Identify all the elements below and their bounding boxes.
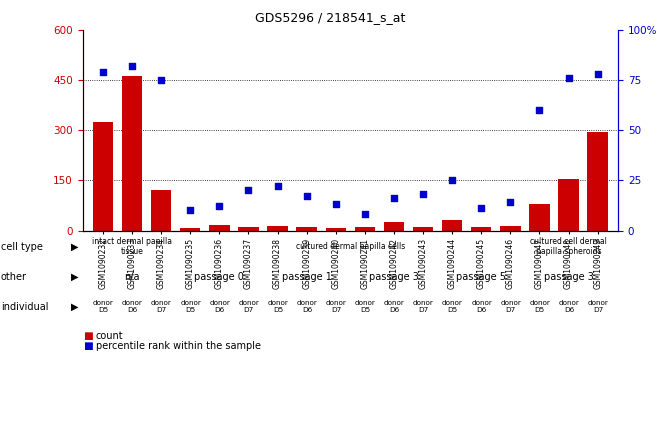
Text: passage 3: passage 3 — [369, 272, 419, 282]
Text: donor
D7: donor D7 — [588, 300, 608, 313]
Text: other: other — [1, 272, 26, 282]
Bar — [588, 132, 608, 231]
Bar — [151, 190, 171, 231]
Text: individual: individual — [1, 302, 48, 312]
Text: donor
D6: donor D6 — [384, 300, 405, 313]
Point — [418, 191, 428, 198]
Text: donor
D6: donor D6 — [471, 300, 492, 313]
Text: ▶: ▶ — [71, 302, 79, 312]
Point — [534, 107, 545, 113]
Text: donor
D7: donor D7 — [151, 300, 172, 313]
Text: cultured cell dermal
papilla spheroids: cultured cell dermal papilla spheroids — [530, 237, 607, 256]
Point — [389, 195, 399, 202]
Text: donor
D5: donor D5 — [442, 300, 463, 313]
Text: count: count — [96, 331, 124, 341]
Point — [185, 207, 196, 214]
Bar — [384, 222, 404, 231]
Text: donor
D6: donor D6 — [210, 300, 230, 313]
Point — [360, 211, 370, 218]
Point — [476, 205, 486, 212]
Text: donor
D5: donor D5 — [355, 300, 375, 313]
Point — [272, 183, 283, 190]
Bar — [471, 227, 492, 231]
Text: percentile rank within the sample: percentile rank within the sample — [96, 341, 261, 351]
Point — [243, 187, 254, 194]
Bar — [297, 227, 317, 231]
Bar — [442, 220, 462, 231]
Bar — [559, 179, 579, 231]
Bar — [93, 122, 113, 231]
Bar — [529, 204, 550, 231]
Point — [563, 74, 574, 81]
Text: donor
D7: donor D7 — [413, 300, 434, 313]
Point — [98, 69, 108, 75]
Bar — [326, 228, 346, 231]
Text: donor
D7: donor D7 — [326, 300, 346, 313]
Text: donor
D6: donor D6 — [297, 300, 317, 313]
Text: donor
D6: donor D6 — [559, 300, 579, 313]
Text: cell type: cell type — [1, 242, 42, 252]
Text: passage 0: passage 0 — [194, 272, 245, 282]
Text: donor
D6: donor D6 — [122, 300, 143, 313]
Bar — [355, 227, 375, 231]
Text: ▶: ▶ — [71, 272, 79, 282]
Point — [156, 77, 167, 83]
Text: donor
D5: donor D5 — [180, 300, 201, 313]
Text: GDS5296 / 218541_s_at: GDS5296 / 218541_s_at — [255, 11, 406, 24]
Text: donor
D5: donor D5 — [268, 300, 288, 313]
Point — [447, 177, 457, 184]
Text: donor
D5: donor D5 — [93, 300, 114, 313]
Bar — [413, 227, 433, 231]
Text: passage 1: passage 1 — [282, 272, 332, 282]
Bar — [239, 227, 258, 231]
Point — [330, 201, 341, 208]
Bar — [500, 225, 521, 231]
Text: passage 3: passage 3 — [543, 272, 594, 282]
Text: donor
D7: donor D7 — [500, 300, 521, 313]
Bar — [122, 77, 142, 231]
Point — [301, 193, 312, 200]
Point — [214, 203, 225, 210]
Text: ■: ■ — [83, 331, 93, 341]
Point — [592, 71, 603, 77]
Text: donor
D5: donor D5 — [529, 300, 550, 313]
Text: n/a: n/a — [124, 272, 140, 282]
Text: ▶: ▶ — [71, 242, 79, 252]
Text: intact dermal papilla
tissue: intact dermal papilla tissue — [92, 237, 172, 256]
Bar — [209, 225, 229, 231]
Text: passage 5: passage 5 — [456, 272, 506, 282]
Point — [127, 63, 137, 69]
Text: cultured dermal papilla cells: cultured dermal papilla cells — [295, 242, 405, 251]
Text: donor
D7: donor D7 — [239, 300, 259, 313]
Text: ■: ■ — [83, 341, 93, 351]
Point — [505, 199, 516, 206]
Bar — [268, 225, 288, 231]
Bar — [180, 228, 200, 231]
